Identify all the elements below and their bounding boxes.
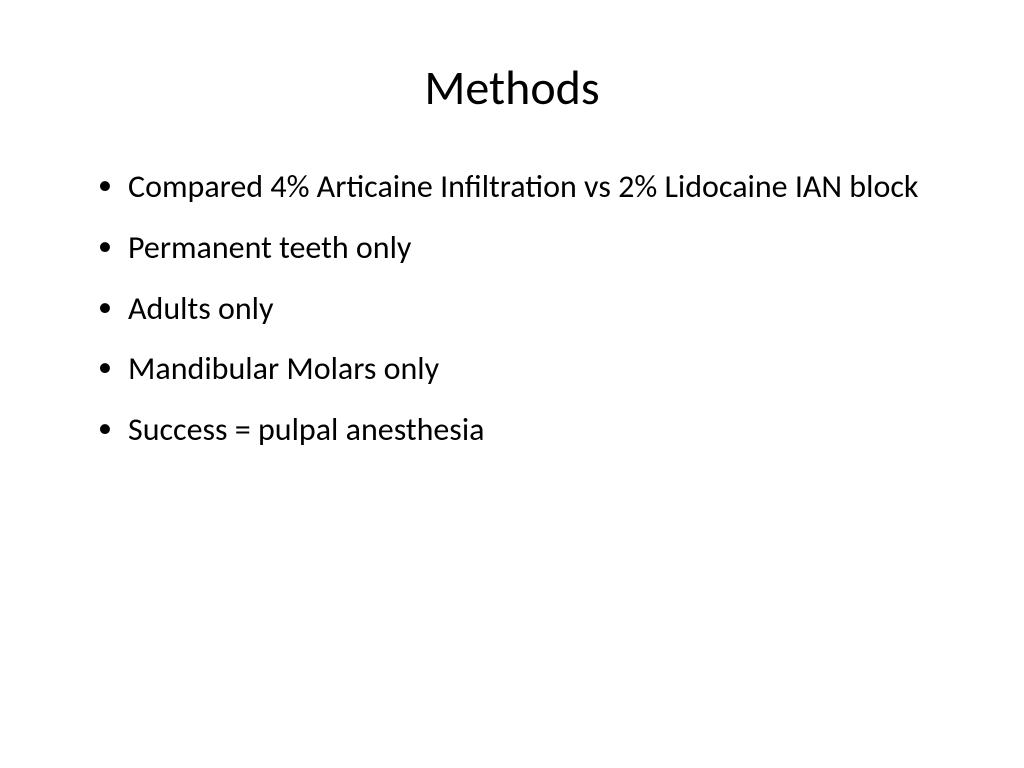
bullet-item: Mandibular Molars only	[98, 347, 954, 392]
bullet-list: Compared 4% Articaine Infiltration vs 2%…	[70, 165, 954, 453]
slide-title: Methods	[70, 58, 954, 117]
bullet-item: Success = pulpal anesthesia	[98, 408, 954, 453]
presentation-slide: Methods Compared 4% Articaine Infiltrati…	[0, 0, 1024, 768]
bullet-item: Adults only	[98, 287, 954, 332]
bullet-item: Permanent teeth only	[98, 226, 954, 271]
bullet-item: Compared 4% Articaine Infiltration vs 2%…	[98, 165, 954, 210]
